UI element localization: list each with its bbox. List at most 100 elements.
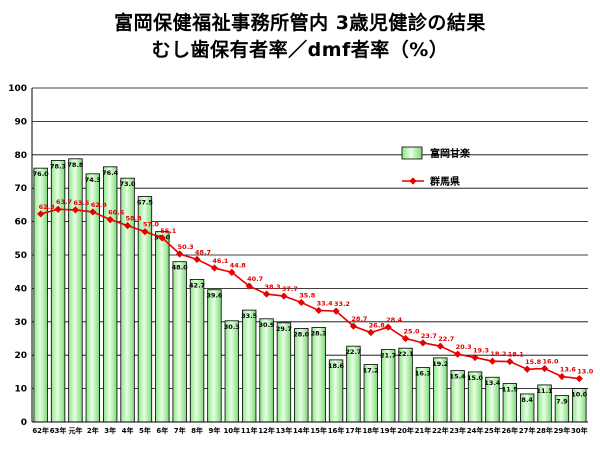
line-marker: [506, 357, 514, 366]
line-marker: [280, 292, 288, 300]
line-value-label: 23.7: [421, 332, 437, 340]
x-tick-label: 12年: [258, 426, 275, 435]
bar-value-label: 29.7: [276, 325, 292, 333]
line-marker: [297, 298, 305, 307]
bar-value-label: 22.1: [398, 350, 415, 358]
x-tick-label: 15年: [310, 426, 327, 435]
x-tick-label: 19年: [380, 426, 397, 435]
x-tick-label: 2年: [87, 426, 99, 435]
line-value-label: 26.8: [369, 321, 386, 329]
line-marker: [89, 208, 97, 216]
line-value-label: 16.0: [543, 358, 560, 366]
line-value-label: 19.3: [473, 347, 489, 355]
y-tick-label: 30: [14, 318, 27, 328]
line-value-label: 13.6: [560, 366, 577, 374]
bar-value-label: 42.7: [189, 281, 205, 289]
line-value-label: 62.3: [39, 203, 55, 211]
line-marker: [193, 255, 201, 263]
line-value-label: 33.4: [317, 299, 334, 307]
bar-value-label: 67.5: [137, 199, 154, 207]
line-marker: [349, 322, 358, 330]
y-tick-label: 80: [14, 151, 27, 161]
bar: [155, 231, 170, 423]
bar-value-label: 13.4: [484, 379, 501, 387]
line-marker: [106, 215, 114, 224]
line-marker: [401, 334, 410, 343]
line-marker: [575, 374, 583, 383]
x-tick-label: 14年: [293, 426, 310, 435]
line-marker: [228, 268, 236, 276]
line-value-label: 48.7: [195, 248, 211, 256]
bar-value-label: 15.4: [450, 373, 467, 381]
bar-value-label: 28.3: [311, 329, 327, 337]
line-marker: [176, 250, 184, 258]
line-marker: [488, 357, 497, 365]
x-tick-label: 16年: [328, 426, 345, 435]
bar: [346, 345, 361, 423]
bar-value-label: 30.3: [224, 323, 240, 331]
line-value-label: 58.8: [126, 215, 143, 223]
bar-value-label: 7.9: [556, 398, 568, 406]
bar-value-label: 28.0: [293, 330, 310, 338]
bar: [294, 328, 309, 423]
y-tick-label: 40: [14, 284, 27, 294]
bar-value-label: 30.9: [259, 321, 276, 329]
bar-value-label: 17.2: [363, 367, 379, 375]
chart-title: 富岡保健福祉事務所管内 3歳児健診の結果: [114, 12, 486, 34]
bar-value-label: 8.4: [521, 396, 533, 404]
y-tick-label: 0: [21, 418, 27, 428]
bar-value-label: 73.0: [120, 180, 137, 188]
legend-swatch-bar: [401, 146, 423, 160]
y-tick-label: 50: [14, 251, 27, 261]
line-value-label: 20.3: [456, 343, 472, 351]
bar-value-label: 33.5: [241, 312, 258, 320]
legend-label-bar: 富岡甘楽: [430, 147, 471, 160]
line-value-label: 46.1: [212, 257, 229, 265]
x-tick-label: 21年: [415, 426, 432, 435]
line-value-label: 63.7: [56, 198, 72, 206]
bar-value-label: 78.3: [50, 162, 66, 170]
line-value-label: 28.7: [351, 315, 367, 323]
bar-value-label: 22.7: [345, 348, 361, 356]
line-marker: [315, 306, 323, 315]
x-tick-label: 5年: [139, 426, 151, 435]
x-tick-label: 7年: [174, 426, 186, 435]
x-tick-label: 13年: [276, 426, 293, 435]
x-tick-label: 27年: [519, 426, 536, 435]
line-value-label: 57.0: [143, 221, 160, 229]
x-tick-label: 6年: [156, 426, 168, 435]
bar-value-label: 18.6: [328, 362, 345, 370]
bar: [242, 309, 257, 423]
x-tick-label: 元年: [68, 426, 82, 435]
y-tick-label: 70: [14, 184, 27, 194]
line-marker: [332, 307, 340, 315]
bar-value-label: 39.6: [206, 292, 223, 300]
bar-value-label: 10.0: [571, 391, 588, 399]
line-marker: [384, 323, 392, 331]
legend-label-line: 群馬県: [430, 175, 460, 188]
x-tick-label: 30年: [571, 426, 588, 435]
bar: [311, 327, 326, 423]
y-tick-label: 100: [8, 84, 27, 94]
x-tick-label: 22年: [432, 426, 449, 435]
line-value-label: 40.7: [247, 275, 263, 283]
line-marker: [523, 365, 531, 373]
line-value-label: 38.3: [265, 283, 281, 291]
bar-value-label: 76.0: [33, 170, 50, 178]
x-tick-label: 62年: [32, 426, 49, 435]
line-marker: [71, 206, 80, 214]
bar-value-label: 74.3: [85, 176, 101, 184]
bar-value-label: 48.0: [172, 264, 189, 272]
bar: [207, 289, 222, 423]
line-marker: [471, 353, 479, 362]
line-marker: [158, 234, 166, 242]
line-marker: [558, 372, 566, 381]
x-tick-label: 17年: [345, 426, 362, 435]
x-tick-label: 28年: [536, 426, 553, 435]
bar-value-label: 11.5: [502, 386, 519, 394]
line-marker: [436, 342, 444, 350]
line-marker: [419, 339, 427, 347]
bar-value-label: 78.8: [67, 161, 84, 169]
x-tick-label: 11年: [241, 426, 258, 435]
